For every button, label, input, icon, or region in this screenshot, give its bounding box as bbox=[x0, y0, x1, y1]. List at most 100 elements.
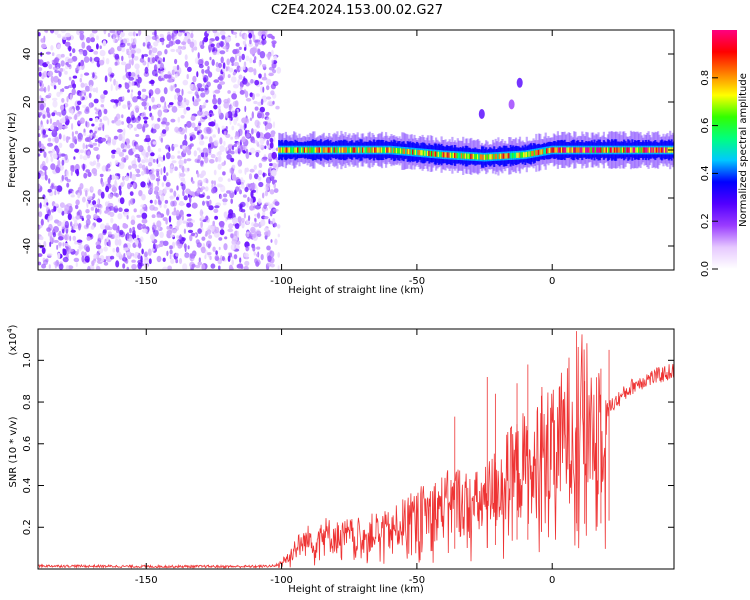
noise-cell bbox=[195, 264, 201, 269]
noise-cell bbox=[76, 168, 79, 177]
noise-cell bbox=[194, 57, 199, 64]
signal-cell bbox=[474, 154, 477, 160]
noise-cell bbox=[190, 115, 196, 121]
signal-cell bbox=[550, 147, 553, 153]
noise-cell bbox=[131, 37, 134, 44]
y-tick-label: 40 bbox=[22, 48, 33, 61]
noise-cell bbox=[242, 40, 246, 46]
noise-cell bbox=[186, 202, 192, 208]
noise-cell bbox=[210, 43, 215, 48]
noise-cell bbox=[99, 204, 103, 209]
signal-cell bbox=[348, 147, 351, 153]
signal-cell bbox=[581, 147, 584, 153]
noise-cell bbox=[62, 248, 65, 252]
noise-cell bbox=[81, 255, 85, 263]
noise-cell bbox=[251, 222, 255, 227]
noise-cell bbox=[264, 145, 267, 150]
noise-cell bbox=[251, 111, 254, 119]
signal-cell bbox=[548, 147, 551, 154]
noise-cell bbox=[90, 186, 94, 191]
noise-cell bbox=[58, 133, 62, 140]
signal-cell bbox=[316, 147, 319, 153]
noise-cell bbox=[218, 108, 222, 116]
spectrogram-x-label: Height of straight line (km) bbox=[288, 285, 424, 296]
signal-cell bbox=[302, 147, 305, 153]
noise-cell bbox=[97, 257, 102, 262]
noise-cell bbox=[149, 79, 155, 85]
noise-cell bbox=[46, 202, 49, 206]
noise-cell bbox=[186, 213, 192, 217]
noise-cell bbox=[82, 155, 88, 161]
noise-cell bbox=[251, 128, 254, 135]
signal-cell bbox=[606, 147, 610, 153]
noise-cell bbox=[127, 165, 132, 170]
noise-cell bbox=[211, 180, 214, 185]
noise-cell bbox=[271, 151, 278, 160]
signal-cell bbox=[543, 148, 546, 155]
colorbar-tick-label: 0.0 bbox=[700, 261, 711, 277]
noise-cell bbox=[97, 109, 102, 118]
noise-cell bbox=[272, 218, 276, 224]
noise-cell bbox=[129, 171, 133, 179]
noise-cell bbox=[204, 84, 209, 91]
noise-cell bbox=[119, 229, 124, 236]
noise-cell bbox=[145, 165, 148, 173]
noise-cell bbox=[97, 127, 102, 131]
noise-cell bbox=[122, 149, 127, 153]
noise-cell bbox=[156, 38, 160, 43]
noise-cell bbox=[180, 101, 187, 109]
signal-cell bbox=[585, 147, 588, 153]
noise-cell bbox=[147, 57, 150, 63]
signal-cell bbox=[310, 147, 313, 153]
noise-cell bbox=[103, 246, 108, 252]
noise-cell bbox=[174, 94, 177, 100]
noise-cell bbox=[135, 56, 139, 61]
noise-cell bbox=[78, 223, 81, 231]
noise-cell bbox=[187, 66, 192, 72]
noise-cell bbox=[155, 168, 160, 173]
signal-cell bbox=[344, 147, 347, 153]
noise-cell bbox=[166, 172, 169, 177]
signal-cell bbox=[371, 147, 374, 153]
noise-cell bbox=[165, 121, 170, 126]
noise-cell bbox=[262, 192, 265, 199]
signal-cell bbox=[390, 147, 393, 153]
noise-cell bbox=[250, 79, 254, 84]
noise-cell bbox=[88, 92, 92, 99]
noise-cell bbox=[271, 179, 276, 185]
noise-cell bbox=[121, 55, 124, 62]
noise-cell bbox=[50, 81, 56, 87]
noise-cell bbox=[219, 145, 226, 153]
noise-cell bbox=[136, 33, 138, 37]
noise-cell bbox=[209, 159, 215, 164]
noise-cell bbox=[261, 30, 268, 36]
signal-cell bbox=[353, 147, 356, 153]
signal-cell bbox=[498, 153, 501, 159]
noise-cell bbox=[257, 169, 263, 176]
signal-cell bbox=[523, 152, 526, 158]
noise-cell bbox=[51, 97, 58, 101]
noise-cell bbox=[130, 49, 137, 55]
noise-cell bbox=[172, 30, 178, 37]
noise-cell bbox=[130, 111, 135, 118]
noise-cell bbox=[227, 228, 234, 233]
noise-cell bbox=[92, 193, 96, 199]
signal-cell bbox=[412, 149, 415, 155]
signal-cell bbox=[355, 147, 358, 153]
noise-cell bbox=[135, 168, 138, 172]
signal-cell bbox=[586, 147, 589, 153]
signal-cell bbox=[320, 147, 323, 153]
signal-cell bbox=[650, 147, 653, 153]
signal-cell bbox=[531, 151, 534, 157]
noise-cell bbox=[42, 129, 46, 135]
snr-series-line bbox=[38, 334, 674, 569]
noise-cell bbox=[102, 124, 105, 132]
noise-cell bbox=[53, 153, 58, 160]
noise-cell bbox=[271, 49, 274, 57]
noise-cell bbox=[165, 218, 168, 225]
noise-cell bbox=[168, 215, 172, 223]
noise-cell bbox=[175, 48, 181, 53]
noise-cell bbox=[227, 111, 233, 119]
noise-cell bbox=[89, 141, 93, 145]
noise-cell bbox=[103, 30, 107, 35]
